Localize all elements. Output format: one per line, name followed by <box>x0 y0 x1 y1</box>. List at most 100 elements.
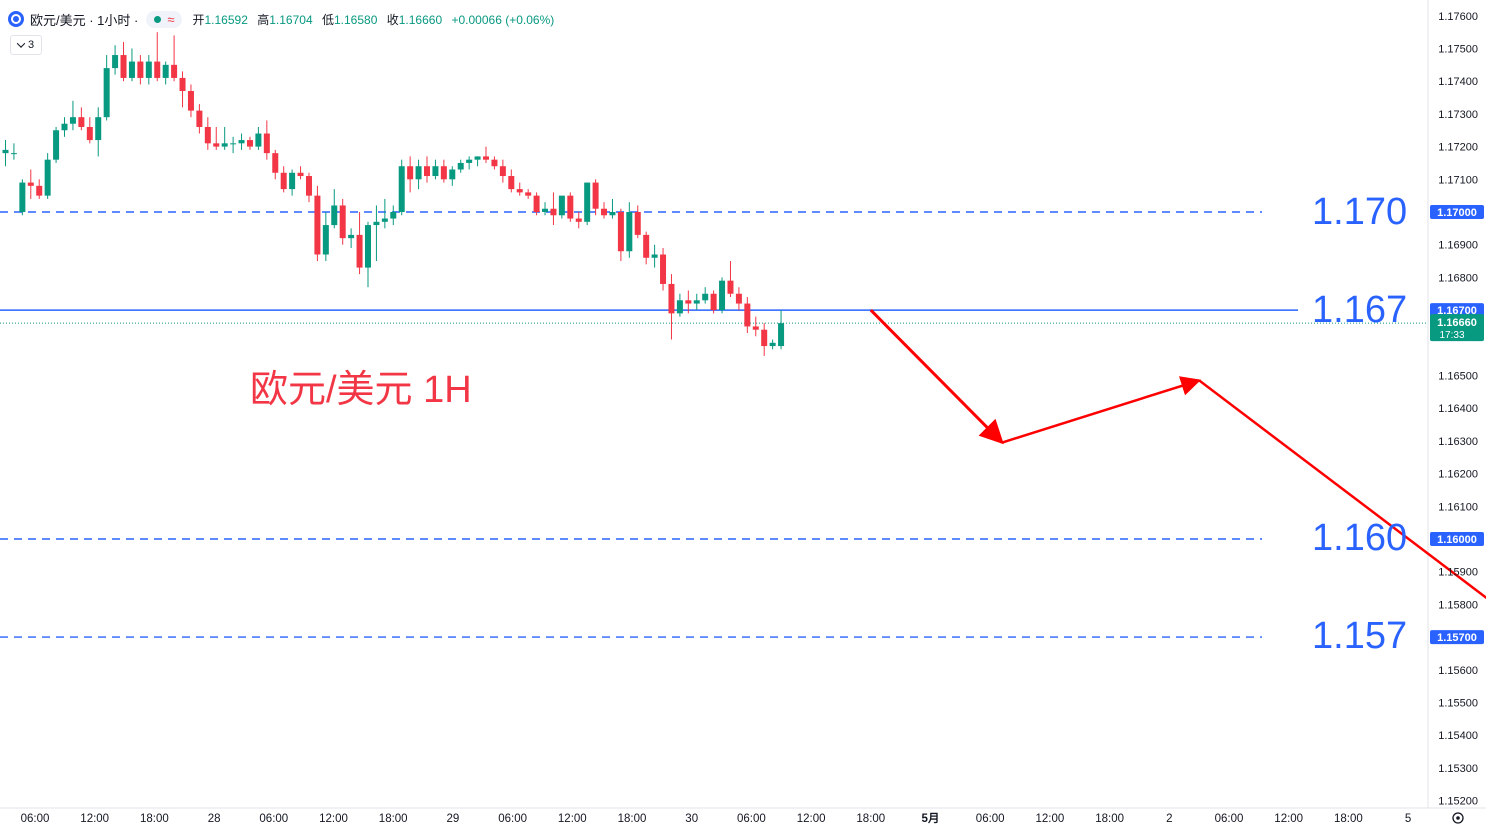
time-tick-label: 06:00 <box>976 813 1005 825</box>
price-tag-bg <box>1430 630 1484 645</box>
candle-body <box>592 182 599 209</box>
price-tick-label: 1.15600 <box>1438 665 1478 677</box>
candle-body <box>36 185 43 196</box>
price-tag-label: 1.17000 <box>1437 207 1477 219</box>
time-tick-label: 30 <box>685 813 698 825</box>
candle-body <box>424 166 430 177</box>
indicators-collapse-button[interactable]: 3 <box>10 35 42 55</box>
candle-body <box>120 55 127 78</box>
price-tick-label: 1.15800 <box>1438 599 1478 611</box>
candle-body <box>27 182 34 186</box>
price-tick-label: 1.17100 <box>1438 174 1478 186</box>
candle-body <box>238 140 245 144</box>
time-tick-label: 18:00 <box>1334 813 1363 825</box>
candle-body <box>255 133 262 147</box>
candle-body <box>230 143 237 145</box>
wave-icon: ≈ <box>167 11 175 27</box>
candle-body <box>483 156 490 160</box>
candle-body <box>331 205 338 226</box>
candle-body <box>508 176 515 190</box>
candle-body <box>516 189 523 193</box>
candle-body <box>609 212 616 216</box>
candle-body <box>676 300 683 314</box>
price-tick-label: 1.17600 <box>1438 11 1478 23</box>
settings-icon[interactable] <box>1452 812 1464 824</box>
candle-body <box>660 254 667 284</box>
candle-body <box>246 140 253 147</box>
time-tick-label: 12:00 <box>319 813 348 825</box>
price-axis[interactable]: 1.17600 1.17500 1.17400 1.17300 1.17200 1.171… <box>1438 11 1478 808</box>
time-tick-label: 12:00 <box>1036 813 1065 825</box>
time-axis[interactable]: 06:00 12:00 18:00 28 06:00 12:00 18:00 29 06:00 1… <box>21 812 1412 825</box>
candle-body <box>154 61 161 78</box>
candle-body <box>474 156 481 160</box>
chevron-down-icon <box>16 39 26 48</box>
candle-body <box>769 342 776 347</box>
price-tick-label: 1.15900 <box>1438 567 1478 579</box>
candle-body <box>171 64 178 78</box>
ohlc-close-value: 1.16660 <box>398 12 443 27</box>
candle-body <box>752 326 759 330</box>
time-tick-label: 12:00 <box>1274 813 1303 825</box>
candles <box>2 32 785 356</box>
market-status-pill[interactable]: ≈ <box>146 10 183 28</box>
time-tick-label: 06:00 <box>1215 813 1244 825</box>
symbol-title[interactable]: 欧元/美元 · 1小时 · <box>30 12 139 28</box>
candle-body <box>761 329 768 347</box>
price-tick-label: 1.17300 <box>1438 109 1478 121</box>
ohlc-open-value: 1.16592 <box>204 12 248 27</box>
indicator-count: 3 <box>27 39 35 51</box>
level-label-1157: 1.157 <box>1312 615 1408 657</box>
candle-body <box>727 280 734 294</box>
chart-header: 欧元/美元 · 1小时 · ≈ 开1.16592 高1.16704 低1.165… <box>8 9 554 29</box>
level-label-1167: 1.167 <box>1312 289 1408 331</box>
ohlc-low-label: 低 <box>321 12 334 27</box>
candle-body <box>314 195 321 255</box>
candle-body <box>263 133 270 154</box>
level-label-1160: 1.160 <box>1312 517 1408 559</box>
candle-body <box>584 182 591 222</box>
time-tick-label: 29 <box>447 813 460 825</box>
price-tick-label: 1.16300 <box>1438 436 1478 448</box>
candle-body <box>719 280 726 311</box>
candle-body <box>95 117 102 141</box>
candle-body <box>137 61 144 78</box>
candle-body <box>617 212 624 252</box>
candle-body <box>305 176 312 196</box>
candle-body <box>381 218 388 222</box>
candle-body <box>491 159 498 167</box>
time-tick-label: 18:00 <box>140 813 169 825</box>
candle-body <box>634 212 641 235</box>
chart-title: 欧元/美元 1H <box>250 369 472 411</box>
candle-body <box>280 172 287 190</box>
level-label-1170: 1.170 <box>1312 191 1408 233</box>
time-tick-label: 06:00 <box>737 813 766 825</box>
candle-body <box>643 234 650 258</box>
candle-body <box>685 300 692 304</box>
price-tick-label: 1.15300 <box>1438 763 1478 775</box>
candle-body <box>457 162 464 170</box>
candle-body <box>744 303 751 327</box>
time-tick-label: 06:00 <box>498 813 527 825</box>
candle-body <box>187 91 194 111</box>
price-tick-label: 1.17400 <box>1438 76 1478 88</box>
candle-body <box>778 323 785 347</box>
price-tick-label: 1.16500 <box>1438 371 1478 383</box>
price-tick-label: 1.16900 <box>1438 240 1478 252</box>
symbol-flag-icon <box>8 11 24 27</box>
candle-body <box>542 208 549 212</box>
candle-body <box>78 117 85 127</box>
candle-body <box>567 195 574 219</box>
time-tick-label: 18:00 <box>618 813 647 825</box>
time-tick-label: 28 <box>208 813 221 825</box>
price-tick-label: 1.16100 <box>1438 501 1478 513</box>
projection-arrow-2 <box>1198 379 1486 600</box>
candle-body <box>272 153 279 173</box>
candle-body <box>398 166 405 212</box>
candle-body <box>558 195 565 216</box>
price-tag-bg <box>1430 303 1484 318</box>
candle-body <box>297 172 304 177</box>
candle-body <box>10 153 17 155</box>
